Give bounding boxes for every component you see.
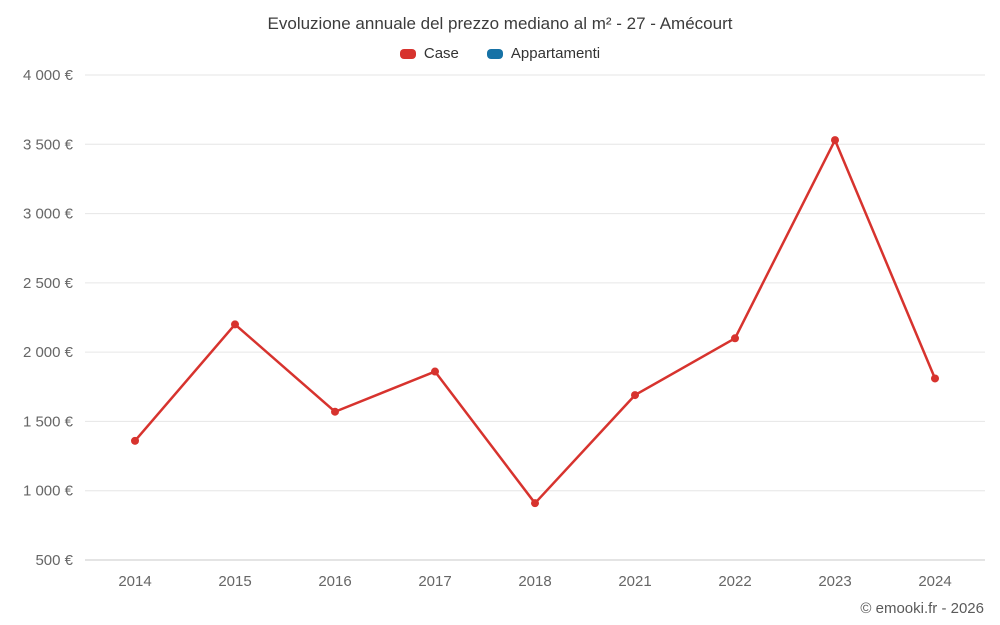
x-axis-label: 2014 [118,573,151,590]
series-line-case[interactable] [133,138,937,505]
chart-title: Evoluzione annuale del prezzo mediano al… [267,14,733,33]
x-axis-label: 2017 [418,573,451,590]
y-axis-label: 2 000 € [23,344,74,361]
y-axis-label: 1 500 € [23,413,74,430]
legend-item-case[interactable]: Case [399,45,459,62]
data-point[interactable] [431,367,439,376]
data-point[interactable] [131,436,139,445]
legend-label-case: Case [423,45,459,62]
x-axis-label: 2015 [218,573,251,590]
legend-swatch-case [399,48,416,59]
legend-swatch-appartamenti [486,48,503,59]
data-point[interactable] [831,136,839,145]
copyright: © emooki.fr - 2026 [860,600,984,617]
data-point[interactable] [231,320,239,329]
legend-item-appartamenti[interactable]: Appartamenti [486,45,601,62]
data-point[interactable] [931,374,939,383]
y-axis-label: 2 500 € [23,275,74,292]
y-axis-label: 4 000 € [23,67,74,84]
x-axis-label: 2018 [518,573,551,590]
x-axis-label: 2022 [718,573,751,590]
legend: Case Appartamenti [0,45,1000,62]
x-axis-label: 2016 [318,573,351,590]
data-point[interactable] [731,334,739,343]
y-axis-label: 3 500 € [23,136,74,153]
x-axis-label: 2024 [918,573,951,590]
legend-label-appartamenti: Appartamenti [510,45,601,62]
y-axis-label: 3 000 € [23,206,74,223]
x-axis-label: 2023 [818,573,851,590]
y-axis-label: 500 € [35,552,73,569]
x-axis-label: 2021 [618,573,651,590]
y-axis-label: 1 000 € [23,483,74,500]
data-point[interactable] [631,391,639,400]
data-point[interactable] [531,499,539,508]
data-point[interactable] [331,407,339,416]
